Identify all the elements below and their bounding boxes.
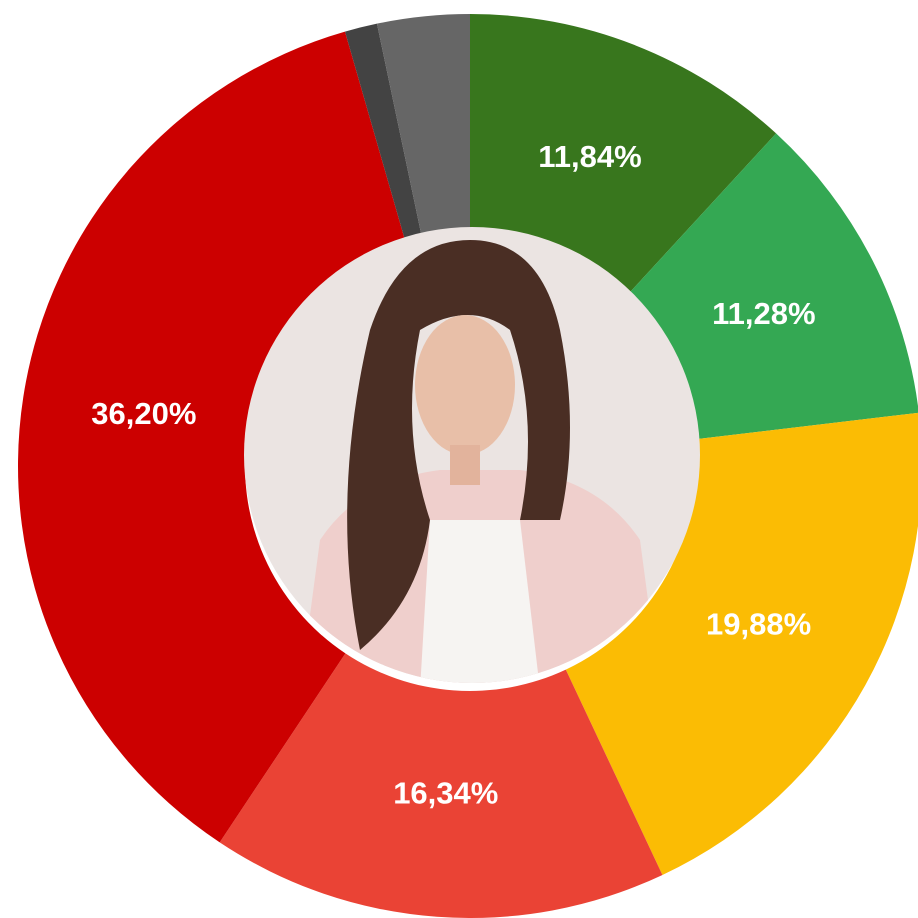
slice-label: 36,20% bbox=[91, 396, 196, 431]
slice-label: 16,34% bbox=[393, 775, 498, 810]
slice-label: 11,84% bbox=[538, 139, 641, 174]
portrait-photo bbox=[244, 227, 700, 690]
slice-label: 11,28% bbox=[712, 296, 815, 331]
slice-label: 19,88% bbox=[706, 606, 811, 641]
chart: 11,84% 11,28% 19,88% 16,34% 36,20% bbox=[0, 0, 918, 918]
